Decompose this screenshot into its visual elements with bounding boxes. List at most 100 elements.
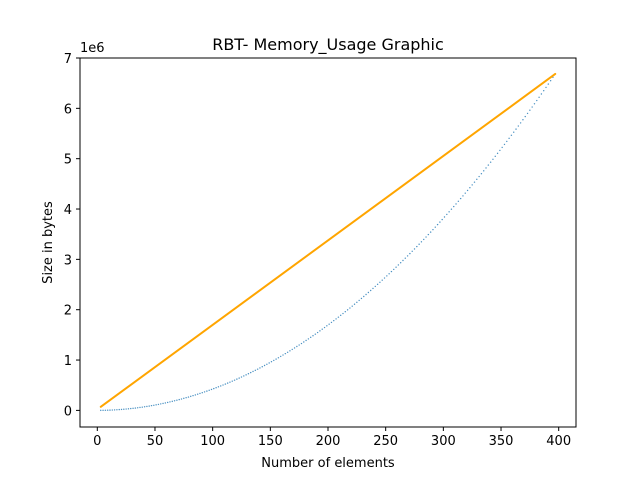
- quadratic-point: [351, 305, 353, 307]
- quadratic-point: [291, 348, 293, 351]
- quadratic-point: [543, 90, 545, 92]
- quadratic-point: [312, 335, 314, 337]
- quadratic-point: [330, 321, 333, 324]
- quadratic-point: [143, 406, 146, 408]
- quadratic-point: [344, 311, 347, 313]
- quadratic-point: [328, 323, 330, 325]
- quadratic-point: [533, 103, 536, 105]
- quadratic-point: [404, 257, 406, 259]
- quadratic-point: [356, 301, 358, 304]
- quadratic-point: [457, 200, 460, 202]
- quadratic-point: [459, 197, 462, 200]
- quadratic-point: [185, 397, 187, 399]
- quadratic-point: [349, 307, 351, 309]
- quadratic-point: [153, 404, 155, 406]
- linear-series-line: [99, 72, 557, 408]
- x-axis-label: Number of elements: [261, 456, 395, 471]
- quadratic-point: [305, 339, 307, 342]
- quadratic-point: [123, 408, 125, 410]
- quadratic-point: [220, 385, 222, 387]
- y-tick-label: 6: [64, 102, 72, 117]
- x-tick-label: 200: [316, 434, 341, 449]
- quadratic-point: [499, 149, 501, 152]
- quadratic-point: [280, 355, 282, 358]
- quadratic-point: [217, 386, 220, 388]
- quadratic-point: [155, 404, 157, 406]
- quadratic-point: [372, 287, 374, 290]
- quadratic-point: [111, 409, 113, 411]
- x-tick-label: 0: [93, 434, 101, 449]
- quadratic-point: [259, 367, 261, 369]
- quadratic-point: [358, 299, 360, 302]
- quadratic-point: [180, 398, 183, 400]
- quadratic-point: [411, 250, 413, 253]
- quadratic-point: [134, 407, 137, 409]
- quadratic-point: [206, 390, 208, 392]
- quadratic-point: [379, 281, 381, 283]
- quadratic-point: [376, 283, 379, 286]
- quadratic-point: [439, 221, 441, 223]
- quadratic-point: [169, 401, 171, 403]
- quadratic-point: [245, 374, 247, 376]
- quadratic-point: [418, 243, 420, 245]
- quadratic-point: [194, 394, 197, 396]
- quadratic-point: [289, 350, 291, 352]
- quadratic-point: [173, 400, 176, 402]
- x-tick-label: 150: [258, 434, 283, 449]
- x-tick-label: 300: [431, 434, 456, 449]
- quadratic-point: [513, 131, 515, 133]
- quadratic-point: [275, 358, 277, 360]
- quadratic-point: [190, 395, 192, 398]
- quadratic-point: [166, 401, 169, 404]
- quadratic-point: [222, 384, 224, 386]
- quadratic-point: [314, 333, 317, 335]
- quadratic-point: [450, 208, 453, 210]
- y-axis-label: Size in bytes: [41, 201, 56, 284]
- x-tick-label: 100: [200, 434, 225, 449]
- quadratic-point: [116, 409, 118, 411]
- quadratic-point: [250, 371, 252, 374]
- quadratic-point: [164, 402, 167, 404]
- quadratic-point: [240, 376, 243, 378]
- quadratic-point: [429, 231, 432, 233]
- quadratic-point: [522, 119, 524, 121]
- quadratic-point: [524, 115, 526, 118]
- quadratic-point: [323, 326, 326, 329]
- quadratic-point: [455, 203, 457, 205]
- quadratic-point: [434, 226, 436, 228]
- quadratic-point: [224, 383, 227, 385]
- quadratic-point: [252, 370, 254, 373]
- quadratic-point: [399, 262, 402, 264]
- quadratic-point: [100, 409, 102, 412]
- quadratic-point: [273, 359, 275, 362]
- quadratic-point: [549, 80, 552, 82]
- quadratic-point: [386, 275, 388, 277]
- quadratic-point: [503, 143, 506, 146]
- quadratic-point: [333, 319, 335, 322]
- quadratic-point: [157, 403, 160, 406]
- quadratic-point: [178, 398, 180, 401]
- quadratic-point: [360, 297, 363, 300]
- quadratic-point: [526, 112, 529, 115]
- quadratic-point: [416, 245, 418, 248]
- quadratic-point: [326, 325, 328, 327]
- quadratic-point: [383, 277, 386, 279]
- quadratic-point: [238, 377, 240, 379]
- quadratic-point: [508, 137, 510, 140]
- quadratic-point: [536, 99, 538, 102]
- quadratic-point: [113, 409, 116, 411]
- quadratic-point: [146, 405, 148, 408]
- y-tick-label: 0: [64, 404, 72, 419]
- quadratic-point: [282, 354, 284, 356]
- quadratic-point: [321, 328, 323, 330]
- quadratic-point: [233, 379, 236, 381]
- quadratic-point: [395, 266, 397, 268]
- quadratic-point: [519, 122, 522, 124]
- quadratic-point: [261, 366, 263, 368]
- quadratic-point: [365, 293, 367, 296]
- quadratic-point: [196, 393, 199, 395]
- quadratic-point: [316, 331, 319, 334]
- quadratic-point: [118, 408, 120, 411]
- quadratic-point: [309, 336, 312, 339]
